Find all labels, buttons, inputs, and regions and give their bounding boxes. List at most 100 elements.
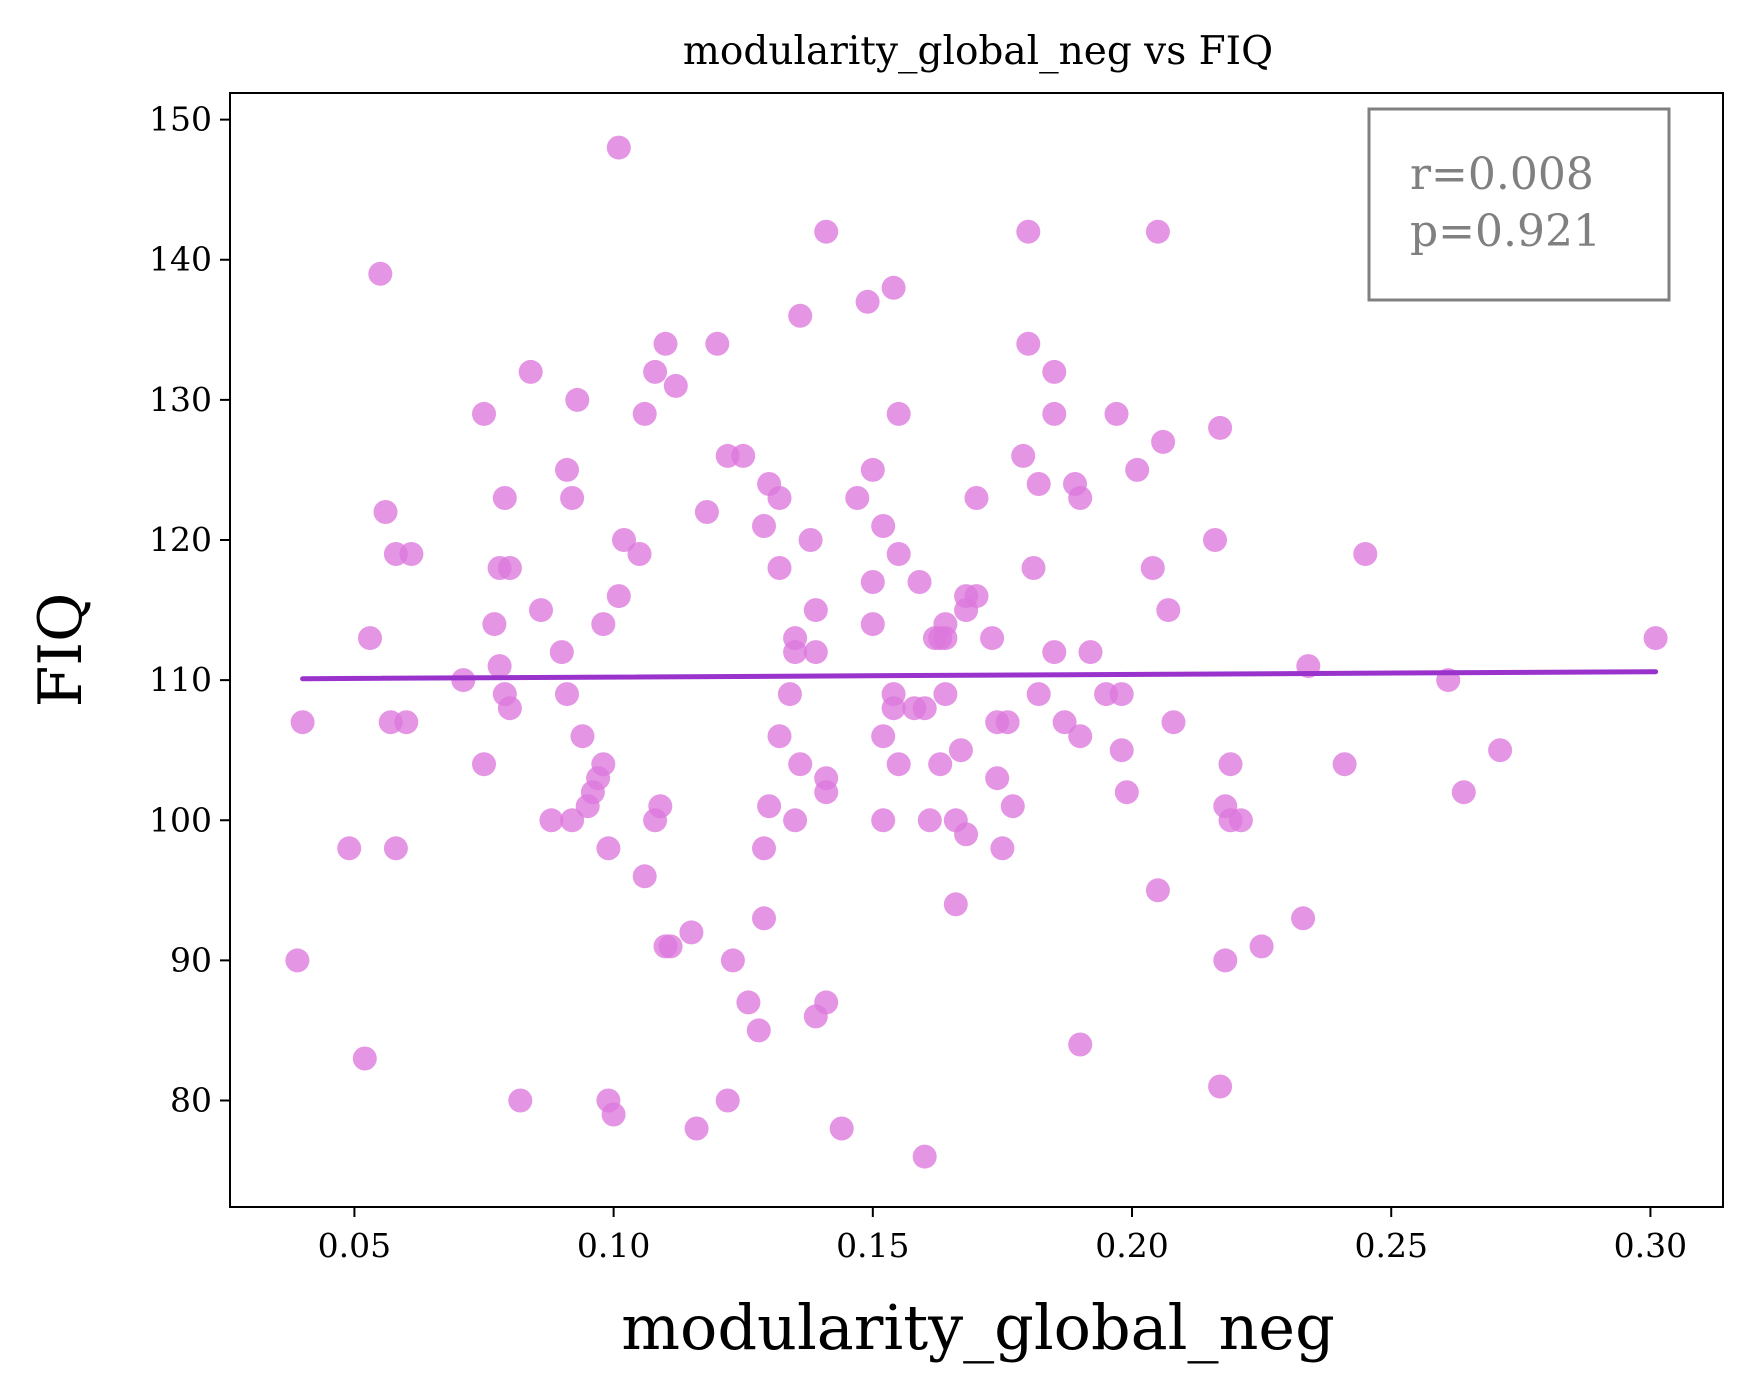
- data-point: [1052, 710, 1077, 735]
- data-point: [752, 514, 776, 538]
- data-point: [860, 457, 885, 482]
- x-tick-label: 0.30: [1614, 1226, 1687, 1265]
- data-point: [881, 275, 906, 300]
- data-point: [731, 443, 756, 468]
- data-point: [995, 710, 1020, 735]
- data-point: [508, 1088, 533, 1113]
- data-point: [783, 626, 808, 651]
- data-point: [767, 486, 792, 510]
- data-point: [788, 752, 813, 777]
- data-point: [1332, 752, 1357, 777]
- data-point: [943, 892, 968, 917]
- data-point: [1218, 752, 1243, 777]
- data-point: [1291, 906, 1316, 931]
- data-point: [907, 570, 932, 594]
- data-point: [482, 612, 507, 637]
- data-point: [1125, 457, 1150, 482]
- data-point: [1042, 401, 1067, 426]
- data-point: [736, 990, 761, 1015]
- data-point: [648, 794, 673, 819]
- data-point: [1140, 556, 1165, 580]
- data-point: [933, 612, 958, 637]
- y-tick-label: 120: [149, 520, 212, 559]
- data-point: [798, 528, 823, 552]
- data-point: [1026, 472, 1051, 496]
- data-point: [767, 724, 792, 749]
- data-point: [492, 486, 517, 510]
- data-point: [1145, 219, 1170, 244]
- data-point: [1016, 331, 1041, 356]
- data-point: [497, 696, 522, 721]
- data-point: [767, 556, 792, 580]
- data-point: [871, 514, 896, 538]
- data-point: [1451, 780, 1476, 805]
- data-point: [1643, 626, 1668, 651]
- data-point: [555, 457, 579, 482]
- data-point: [886, 401, 911, 426]
- data-point: [985, 766, 1010, 791]
- data-point: [663, 373, 688, 398]
- y-tick-label: 130: [149, 380, 212, 419]
- x-axis-ticks: 0.05 0.10 0.15 0.20 0.25 0.30: [318, 1207, 1687, 1265]
- data-point: [627, 542, 652, 566]
- data-point: [1151, 429, 1176, 454]
- data-point: [1213, 948, 1238, 973]
- data-point: [518, 359, 543, 384]
- data-point: [497, 556, 522, 580]
- data-point: [643, 359, 668, 384]
- data-point: [1109, 738, 1134, 763]
- data-point: [1104, 401, 1129, 426]
- data-point: [1068, 1032, 1093, 1057]
- y-tick-label: 90: [170, 940, 212, 979]
- data-point: [529, 598, 553, 623]
- data-point: [290, 710, 315, 735]
- data-point: [658, 934, 683, 959]
- plot-frame: [229, 92, 1724, 1208]
- data-point: [803, 640, 828, 665]
- data-point: [1208, 415, 1233, 440]
- data-point: [487, 654, 512, 679]
- data-point: [539, 808, 564, 833]
- x-tick-label: 0.25: [1354, 1226, 1427, 1265]
- data-point: [565, 387, 590, 412]
- data-point: [788, 303, 813, 328]
- data-point: [803, 598, 828, 623]
- data-point: [399, 542, 424, 566]
- data-point: [783, 808, 808, 833]
- x-tick-label: 0.05: [318, 1226, 391, 1265]
- y-tick-label: 100: [149, 800, 212, 839]
- data-point: [684, 1116, 709, 1141]
- data-point: [560, 808, 585, 833]
- data-point: [720, 948, 745, 973]
- data-point: [964, 486, 989, 510]
- stats-annotation-box: r=0.008 p=0.921: [1367, 107, 1671, 302]
- data-point: [1021, 556, 1046, 580]
- data-point: [1016, 219, 1041, 244]
- data-point: [829, 1116, 854, 1141]
- data-point: [1228, 808, 1253, 833]
- x-tick-label: 0.10: [577, 1226, 650, 1265]
- data-point: [1208, 1074, 1233, 1099]
- data-point: [777, 682, 802, 707]
- data-point: [1488, 738, 1513, 763]
- data-point: [1109, 682, 1134, 707]
- data-point: [549, 640, 574, 665]
- data-point: [679, 920, 704, 945]
- x-axis-title: modularity_global_neg: [621, 1291, 1335, 1364]
- data-point: [1161, 710, 1186, 735]
- data-point: [746, 1018, 771, 1043]
- data-point: [980, 626, 1005, 651]
- data-point: [886, 752, 911, 777]
- data-point: [694, 500, 719, 524]
- data-point: [612, 528, 636, 552]
- data-point: [886, 542, 911, 566]
- data-point: [1042, 359, 1067, 384]
- stats-r-value: r=0.008: [1410, 149, 1594, 200]
- data-point: [845, 486, 870, 510]
- data-point: [964, 584, 989, 609]
- data-point: [1249, 934, 1274, 959]
- data-point: [632, 864, 657, 889]
- data-point: [285, 948, 310, 973]
- data-point: [1042, 640, 1067, 665]
- data-point: [373, 500, 398, 524]
